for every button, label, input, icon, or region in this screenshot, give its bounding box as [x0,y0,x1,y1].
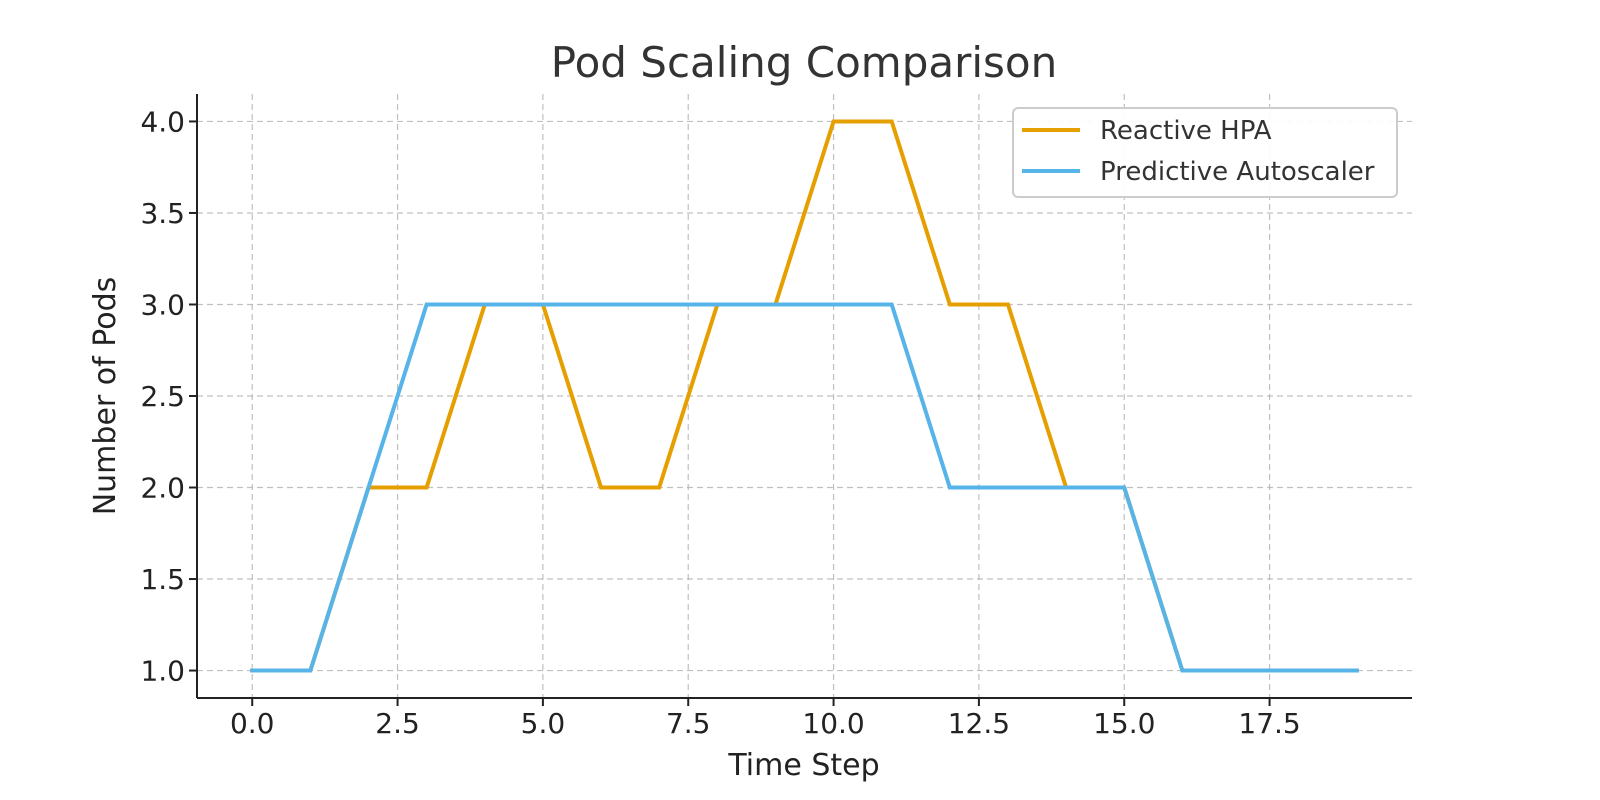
y-tick-label: 4.0 [140,105,185,138]
y-axis-title: Number of Pods [88,277,123,516]
ticks: 0.0 2.5 5.0 7.5 10.0 12.5 15.0 17.5 1.0 1.5 2.0 2.5… [140,105,1300,740]
x-tick-label: 15.0 [1093,707,1155,740]
x-tick-label: 0.0 [230,707,275,740]
y-tick-label: 1.0 [140,655,185,688]
x-tick-label: 7.5 [666,707,711,740]
x-tick-label: 2.5 [375,707,420,740]
x-tick-label: 12.5 [948,707,1010,740]
chart-title: Pod Scaling Comparison [551,38,1057,87]
x-tick-label: 17.5 [1238,707,1300,740]
y-tick-label: 2.0 [140,472,185,505]
series-lines [250,119,1359,673]
y-tick-label: 3.5 [140,197,185,230]
x-tick-label: 5.0 [521,707,566,740]
legend-label-reactive-hpa: Reactive HPA [1100,116,1272,146]
series-line-predictive-autoscaler [250,302,1359,673]
legend-box [1012,107,1398,198]
legend-label-predictive-autoscaler: Predictive Autoscaler [1100,157,1375,187]
legend: Reactive HPA Predictive Autoscaler [1012,107,1398,198]
y-tick-label: 3.0 [140,288,185,321]
y-tick-label: 2.5 [140,380,185,413]
y-tick-label: 1.5 [140,563,185,596]
x-axis-title: Time Step [727,748,879,783]
x-tick-label: 10.0 [802,707,864,740]
